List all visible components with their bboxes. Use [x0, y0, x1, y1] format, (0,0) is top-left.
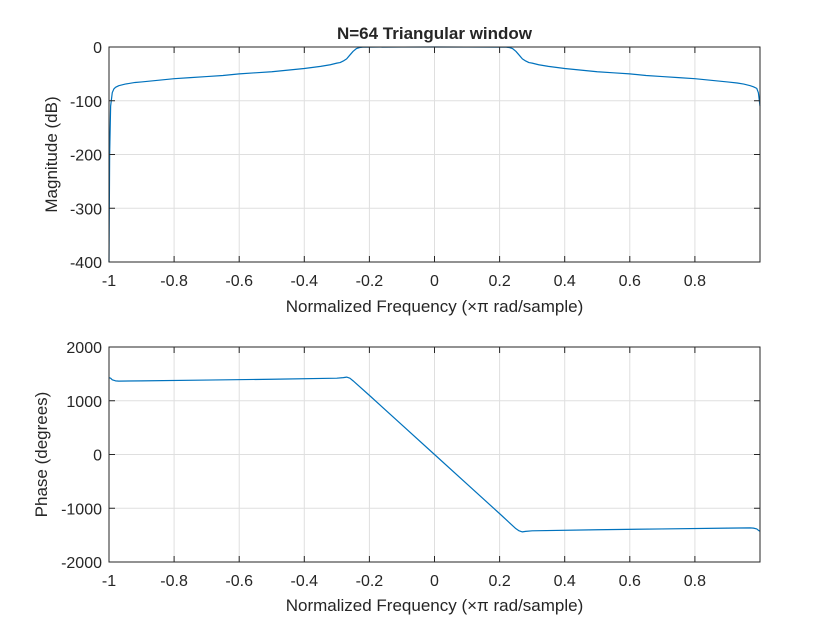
magnitude-y-axis-label: Magnitude (dB): [42, 96, 61, 212]
magnitude-y-tick-label: -100: [70, 94, 102, 111]
magnitude-x-tick-label: 0.4: [554, 273, 576, 290]
magnitude-x-tick-label: 0.8: [684, 273, 706, 290]
magnitude-x-tick-label: -1: [102, 273, 116, 290]
phase-x-tick-label: 0.4: [554, 573, 576, 590]
phase-x-tick-label: -0.8: [160, 573, 188, 590]
phase-x-tick-label: -0.4: [291, 573, 319, 590]
phase-y-tick-label: 1000: [66, 394, 102, 411]
phase-y-tick-label: 2000: [66, 340, 102, 357]
magnitude-x-tick-label: -0.2: [356, 273, 384, 290]
phase-ticks: -1 -0.8 -0.6 -0.4 -0.2 0 0.2 0.4 0.6 0.8 -2000 -100…: [61, 340, 760, 590]
magnitude-plot: -1 -0.8 -0.6 -0.4 -0.2 0 0.2 0.4 0.6 0.8 -400 -300 -…: [42, 24, 761, 316]
magnitude-x-tick-label: 0.2: [488, 273, 510, 290]
phase-x-tick-label: 0.2: [488, 573, 510, 590]
phase-plot: -1 -0.8 -0.6 -0.4 -0.2 0 0.2 0.4 0.6 0.8 -2000 -100…: [32, 340, 761, 615]
magnitude-x-tick-label: -0.8: [160, 273, 188, 290]
phase-x-tick-label: 0: [430, 573, 439, 590]
phase-x-tick-label: -0.6: [225, 573, 253, 590]
magnitude-x-tick-label: -0.4: [291, 273, 319, 290]
magnitude-ticks: -1 -0.8 -0.6 -0.4 -0.2 0 0.2 0.4 0.6 0.8 -400 -300 -…: [70, 40, 760, 290]
phase-x-tick-label: 0.8: [684, 573, 706, 590]
phase-series: [108, 376, 761, 533]
phase-x-axis-label: Normalized Frequency (×π rad/sample): [286, 596, 584, 615]
phase-series-line: [108, 376, 761, 533]
phase-y-tick-label: -2000: [61, 555, 102, 572]
magnitude-x-tick-label: 0.6: [619, 273, 641, 290]
phase-y-tick-label: 0: [93, 448, 102, 465]
phase-y-axis-label: Phase (degrees): [32, 392, 51, 518]
phase-x-tick-label: 0.6: [619, 573, 641, 590]
magnitude-x-axis-label: Normalized Frequency (×π rad/sample): [286, 297, 584, 316]
phase-x-tick-label: -1: [102, 573, 116, 590]
magnitude-x-tick-label: 0: [430, 273, 439, 290]
magnitude-y-tick-label: -400: [70, 255, 102, 272]
phase-y-tick-label: -1000: [61, 501, 102, 518]
chart-title: N=64 Triangular window: [337, 24, 533, 43]
magnitude-y-tick-label: 0: [93, 40, 102, 57]
magnitude-y-tick-label: -300: [70, 201, 102, 218]
phase-x-tick-label: -0.2: [356, 573, 384, 590]
magnitude-x-tick-label: -0.6: [225, 273, 253, 290]
magnitude-y-tick-label: -200: [70, 148, 102, 165]
